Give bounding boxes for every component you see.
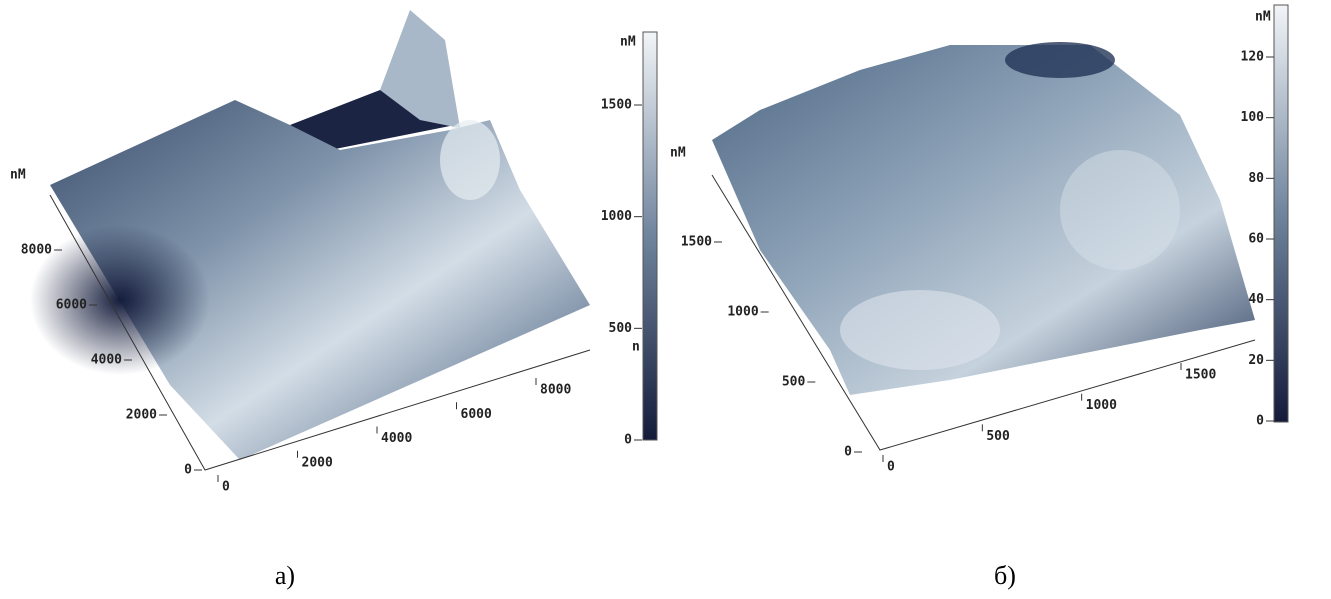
x-tick-label: 6000 — [461, 407, 492, 422]
colorbar-tick-label: 60 — [1248, 232, 1264, 247]
y-tick-label: 6000 — [56, 298, 87, 313]
x-tick-label: 8000 — [540, 383, 571, 398]
axes-a — [49, 194, 591, 471]
y-tick-label: 4000 — [91, 353, 122, 368]
colorbar-tick-label: 80 — [1248, 171, 1264, 186]
y-tick-label: 8000 — [21, 243, 52, 258]
x-tick-label: 4000 — [381, 431, 412, 446]
y-tick-label: 2000 — [126, 408, 157, 423]
colorbar-tick-label: 0 — [624, 433, 632, 448]
x-tick-label: 0 — [887, 460, 895, 475]
x-tick-label: 500 — [986, 429, 1010, 444]
colorbar-tick-label: 40 — [1248, 292, 1264, 307]
fragment: n — [632, 340, 640, 355]
colorbar-tick-label: 120 — [1241, 50, 1265, 65]
y-tick-label: 1000 — [727, 305, 758, 320]
colorbar-tick-label: 0 — [1256, 414, 1264, 429]
x-tick-label: 2000 — [302, 455, 333, 470]
y-tick-label: 0 — [844, 445, 852, 460]
x-tick-label: 0 — [222, 480, 230, 495]
labels: nM nM n nM nM а) б) — [10, 10, 1271, 590]
y-tick-label: 0 — [184, 463, 192, 478]
axis-unit: nM — [670, 146, 686, 161]
colorbar-tick-label: 1500 — [601, 98, 632, 113]
y-tick-label: 500 — [782, 375, 806, 390]
surface-b — [712, 42, 1255, 395]
caption: б) — [994, 561, 1016, 590]
x-tick-label: 1000 — [1086, 398, 1117, 413]
caption: а) — [275, 561, 295, 590]
colorbar-tick-label: 1000 — [601, 209, 632, 224]
colorbar-tick-label: 500 — [609, 321, 633, 336]
colorbar-b — [1273, 4, 1289, 423]
surface-a — [30, 10, 590, 460]
colorbar-unit: nM — [1255, 10, 1271, 25]
x-tick-label: 1500 — [1185, 368, 1216, 383]
colorbar-tick-label: 20 — [1248, 353, 1264, 368]
colorbar-unit: nM — [620, 35, 636, 50]
colorbar-a — [642, 31, 658, 441]
y-tick-label: 1500 — [681, 235, 712, 250]
axes-b — [711, 174, 1256, 451]
colorbar-tick-label: 100 — [1241, 110, 1265, 125]
axis-unit: nM — [10, 168, 26, 183]
